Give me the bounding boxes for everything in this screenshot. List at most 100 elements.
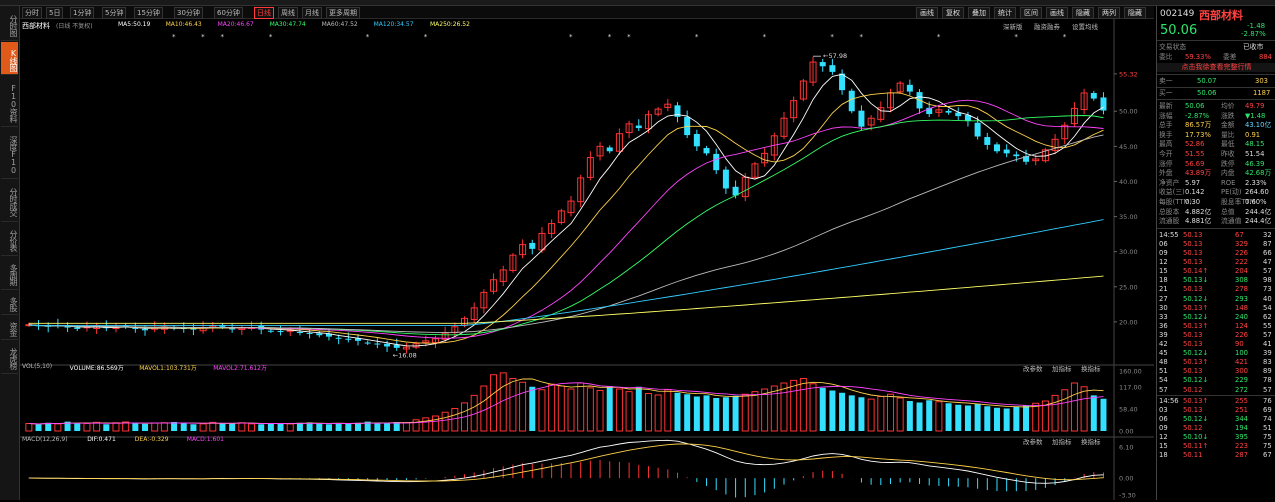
event-marker[interactable]: * — [763, 33, 767, 41]
vol-option-button-1[interactable]: 加指标 — [1052, 365, 1072, 373]
volume-bar — [722, 397, 729, 431]
volume-bar — [993, 407, 1000, 431]
event-marker[interactable]: * — [608, 33, 612, 41]
window-top-strip — [0, 0, 1275, 6]
candle — [848, 90, 855, 112]
tick-row: 14:55 50.13 67 32 — [1159, 231, 1274, 239]
macd-option-button-0[interactable]: 改参数 — [1023, 438, 1043, 446]
event-marker[interactable]: * — [366, 33, 370, 41]
event-marker[interactable]: * — [859, 33, 863, 41]
volume-bar — [964, 405, 971, 431]
tick-time: 42 — [1159, 340, 1168, 348]
event-marker[interactable]: * — [1014, 33, 1018, 41]
volume-bar — [180, 423, 187, 431]
left-nav-tab-7[interactable]: 多股 — [1, 291, 18, 315]
macd-axis-label: -3.30 — [1119, 492, 1136, 500]
stat-label: 昨收 — [1221, 150, 1235, 158]
chart-option-button-1[interactable]: 融资融券 — [1034, 23, 1060, 31]
stat-label: 最高 — [1159, 140, 1173, 149]
volume-bar — [799, 378, 807, 432]
toolbar-button-2[interactable]: 叠加 — [968, 7, 990, 19]
ma-line-MA120 — [28, 219, 1104, 326]
event-marker[interactable]: * — [172, 33, 176, 41]
left-nav-tab-8[interactable]: 资金 — [1, 316, 18, 340]
event-marker[interactable]: * — [695, 33, 699, 41]
toolbar-button-6[interactable]: 隐藏 — [1072, 7, 1094, 19]
chart-option-button-2[interactable]: 设置均线 — [1072, 23, 1098, 31]
candle — [790, 100, 798, 119]
toolbar-button-8[interactable]: 隐藏 — [1124, 7, 1146, 19]
volume-bar — [664, 389, 672, 432]
volume-axis-label: 58.40 — [1119, 406, 1138, 414]
low-price-label: ←16.08 — [393, 351, 417, 359]
stat-value: 2.33% — [1245, 178, 1267, 187]
chart-mode-label: (日线 不复权) — [56, 23, 93, 30]
period-tab-6[interactable]: 60分钟 — [214, 7, 243, 19]
period-tab-4[interactable]: 15分钟 — [134, 7, 163, 19]
period-tab-5[interactable]: 30分钟 — [174, 7, 203, 19]
kline-chart-svg[interactable]: 55.32 50.00 45.00 40.00 35.00 30.00 25.00 20.00… — [20, 19, 1154, 500]
event-marker[interactable]: * — [269, 33, 273, 41]
toolbar-button-4[interactable]: 区间 — [1020, 7, 1042, 19]
sell1-volume: 303 — [1255, 77, 1268, 85]
price-axis-label: 20.00 — [1119, 318, 1138, 326]
vol-option-button-2[interactable]: 换指标 — [1081, 365, 1101, 373]
left-nav-tab-6[interactable]: 多周期 — [1, 257, 18, 290]
ma-line-MA5 — [28, 73, 1104, 347]
left-nav-tab-3[interactable]: 深度F10 — [1, 128, 18, 179]
period-tab-9[interactable]: 月线 — [302, 7, 322, 19]
period-tab-8[interactable]: 周线 — [278, 7, 298, 19]
period-tab-7[interactable]: 日线 — [254, 7, 274, 19]
chart-option-button-0[interactable]: 深新版 — [1003, 23, 1023, 31]
event-marker[interactable]: * — [220, 33, 224, 41]
event-marker[interactable]: * — [1063, 33, 1067, 41]
candle — [867, 117, 875, 126]
stat-value: 52.86 — [1185, 140, 1205, 149]
period-tab-10[interactable]: 更多周期 — [326, 7, 360, 19]
stat-row: 外盘 43.89万 内盘 42.68万 — [1159, 169, 1274, 177]
left-nav-tab-5[interactable]: 分价表 — [1, 223, 18, 256]
tick-price: 50.12↓ — [1183, 349, 1209, 358]
legend-item: MA30:47.74 — [269, 21, 306, 28]
left-nav-tab-1[interactable]: K线图 — [1, 42, 18, 75]
left-nav-tab-0[interactable]: 分时图 — [1, 8, 18, 41]
event-marker[interactable]: * — [201, 33, 205, 41]
stat-row: 每股(TTM) 0.30 股息率TTM 0.60% — [1159, 198, 1274, 206]
left-nav-tab-2[interactable]: F10资料 — [1, 76, 18, 127]
weicha: 884 — [1259, 53, 1272, 61]
event-marker[interactable]: * — [569, 33, 573, 41]
period-tab-2[interactable]: 1分钟 — [70, 7, 95, 19]
toolbar-button-3[interactable]: 统计 — [994, 7, 1016, 19]
toolbar-button-0[interactable]: 画线 — [916, 7, 938, 19]
tick-time: 48 — [1159, 358, 1168, 367]
promo-link[interactable]: 点击我徐查看完整行情 — [1157, 63, 1275, 72]
period-tab-0[interactable]: 分时 — [22, 7, 42, 19]
macd-option-button-2[interactable]: 换指标 — [1081, 438, 1101, 446]
period-tab-1[interactable]: 5日 — [46, 7, 64, 19]
chart-area[interactable]: 55.32 50.00 45.00 40.00 35.00 30.00 25.00 20.00… — [20, 19, 1154, 500]
left-nav-tab-9[interactable]: 龙虎榜 — [1, 341, 18, 374]
event-marker[interactable]: * — [627, 33, 631, 41]
toolbar-button-5[interactable]: 画线 — [1046, 7, 1068, 19]
vol-option-button-0[interactable]: 改参数 — [1023, 365, 1043, 373]
candle — [615, 133, 623, 152]
toolbar-button-1[interactable]: 复权 — [942, 7, 964, 19]
candle — [693, 133, 700, 147]
tick-row: 15 50.14↑ 204 57 — [1159, 267, 1274, 275]
event-marker[interactable]: * — [937, 33, 941, 41]
tick-count: 57 — [1263, 330, 1272, 339]
tick-time: 06 — [1159, 414, 1168, 423]
macd-option-button-1[interactable]: 加指标 — [1052, 438, 1072, 446]
left-nav-tab-4[interactable]: 分时成交 — [1, 180, 18, 222]
event-marker[interactable]: * — [424, 33, 428, 41]
volume-bar — [819, 387, 826, 431]
stat-label: 内盘 — [1221, 169, 1235, 178]
volume-bar — [219, 423, 226, 431]
candle — [364, 342, 371, 344]
tick-price: 50.13↑ — [1183, 358, 1209, 367]
period-tab-3[interactable]: 5分钟 — [102, 7, 127, 19]
stat-value: 86.57万 — [1185, 121, 1212, 130]
volume-bar — [974, 404, 981, 431]
toolbar-button-7[interactable]: 两列 — [1098, 7, 1120, 19]
event-marker[interactable]: * — [830, 33, 834, 41]
